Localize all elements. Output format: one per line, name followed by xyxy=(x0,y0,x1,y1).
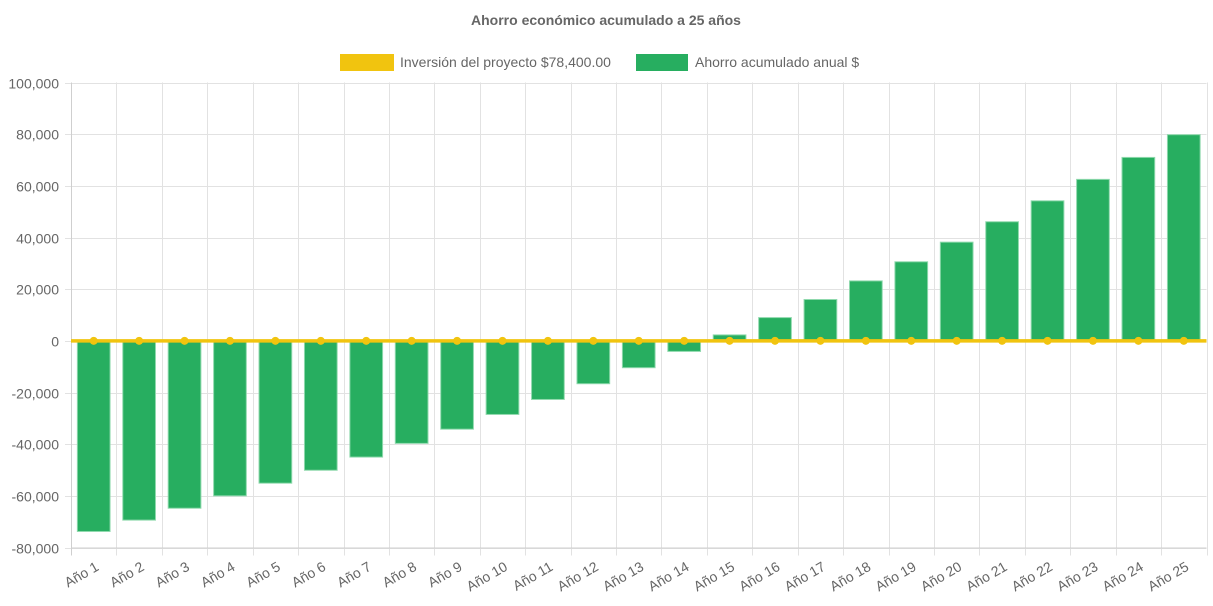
line-point-investment[interactable] xyxy=(816,336,825,345)
line-point-investment[interactable] xyxy=(543,336,552,345)
x-tick-label: Año 20 xyxy=(918,558,965,594)
x-axis-ticks: Año 1 Año 2 Año 3 Año 4 Año 5 Año 6 Año 7 Año 8… xyxy=(62,558,1192,594)
x-tick-label: Año 12 xyxy=(554,558,601,594)
line-point-investment[interactable] xyxy=(861,336,870,345)
y-tick-label: 20,000 xyxy=(16,282,59,298)
x-tick-label: Año 8 xyxy=(379,558,419,590)
x-tick-label: Año 17 xyxy=(782,558,829,594)
line-point-investment[interactable] xyxy=(1088,336,1097,345)
legend-label-savings: Ahorro acumulado anual $ xyxy=(695,54,859,70)
bar-savings[interactable] xyxy=(848,280,883,342)
legend-swatch-savings xyxy=(636,54,688,71)
y-tick-label: 100,000 xyxy=(8,76,59,92)
legend: Inversión del proyecto $78,400.00 Ahorro… xyxy=(340,54,859,71)
line-point-investment[interactable] xyxy=(907,336,916,345)
bar-savings[interactable] xyxy=(985,221,1019,342)
line-point-investment[interactable] xyxy=(952,336,961,345)
legend-item-investment[interactable]: Inversión del proyecto $78,400.00 xyxy=(340,54,611,71)
line-point-investment[interactable] xyxy=(771,336,780,345)
x-tick-label: Año 15 xyxy=(691,558,738,594)
y-tick-label: -60,000 xyxy=(12,489,60,505)
line-point-investment[interactable] xyxy=(998,336,1007,345)
x-tick-label: Año 21 xyxy=(963,558,1010,594)
bar-savings[interactable] xyxy=(1076,178,1110,342)
x-tick-label: Año 1 xyxy=(62,558,102,590)
bar-savings[interactable] xyxy=(1121,156,1156,342)
x-tick-label: Año 2 xyxy=(107,558,147,590)
x-tick-label: Año 18 xyxy=(827,558,874,594)
chart-title: Ahorro económico acumulado a 25 años xyxy=(471,12,741,28)
y-tick-label: 80,000 xyxy=(16,127,59,143)
y-tick-label: -40,000 xyxy=(12,437,60,453)
line-point-investment[interactable] xyxy=(180,336,189,345)
line-point-investment[interactable] xyxy=(225,336,234,345)
x-tick-label: Año 24 xyxy=(1099,558,1146,594)
bars-savings xyxy=(76,134,1201,532)
x-tick-label: Año 11 xyxy=(510,558,556,594)
x-tick-label: Año 10 xyxy=(464,558,511,594)
line-point-investment[interactable] xyxy=(362,336,371,345)
y-tick-label: -80,000 xyxy=(12,541,60,557)
y-tick-label: 0 xyxy=(51,334,59,350)
line-point-investment[interactable] xyxy=(634,336,643,345)
x-tick-label: Año 19 xyxy=(872,558,919,594)
y-tick-label: 60,000 xyxy=(16,179,59,195)
x-tick-label: Año 23 xyxy=(1054,558,1101,594)
bar-savings[interactable] xyxy=(394,340,429,444)
bar-savings[interactable] xyxy=(894,261,929,342)
bar-savings[interactable] xyxy=(531,340,565,400)
x-tick-label: Año 6 xyxy=(289,558,329,590)
line-point-investment[interactable] xyxy=(1179,336,1188,345)
bar-savings[interactable] xyxy=(576,340,611,385)
bar-savings[interactable] xyxy=(349,340,384,458)
line-point-investment[interactable] xyxy=(89,336,98,345)
line-point-investment[interactable] xyxy=(725,336,734,345)
bar-savings[interactable] xyxy=(213,340,247,497)
line-point-investment[interactable] xyxy=(135,336,144,345)
bar-savings[interactable] xyxy=(167,340,202,509)
bar-savings[interactable] xyxy=(1030,200,1065,342)
x-tick-label: Año 9 xyxy=(425,558,465,590)
line-point-investment[interactable] xyxy=(271,336,280,345)
line-point-investment[interactable] xyxy=(316,336,325,345)
bar-savings[interactable] xyxy=(440,340,474,430)
y-tick-label: 40,000 xyxy=(16,231,59,247)
bar-savings[interactable] xyxy=(621,340,656,369)
line-point-investment[interactable] xyxy=(1134,336,1143,345)
line-point-investment[interactable] xyxy=(589,336,598,345)
line-point-investment[interactable] xyxy=(1043,336,1052,345)
bar-savings[interactable] xyxy=(485,340,520,415)
bar-savings[interactable] xyxy=(803,299,838,342)
x-tick-label: Año 7 xyxy=(334,558,374,590)
y-axis-ticks: 100,000 80,000 60,000 40,000 20,000 0 -20,000 -… xyxy=(8,76,59,557)
x-tick-label: Año 14 xyxy=(645,558,692,594)
line-point-investment[interactable] xyxy=(407,336,416,345)
bar-savings[interactable] xyxy=(76,340,111,532)
line-investment xyxy=(71,336,1207,345)
legend-swatch-investment xyxy=(340,54,394,71)
x-tick-label: Año 3 xyxy=(152,558,192,590)
bar-savings[interactable] xyxy=(122,340,156,521)
x-tick-label: Año 5 xyxy=(243,558,283,590)
line-point-investment[interactable] xyxy=(680,336,689,345)
line-point-investment[interactable] xyxy=(498,336,507,345)
x-tick-label: Año 22 xyxy=(1009,558,1056,594)
x-tick-label: Año 16 xyxy=(736,558,783,594)
legend-item-savings[interactable]: Ahorro acumulado anual $ xyxy=(636,54,859,71)
x-tick-label: Año 13 xyxy=(600,558,647,594)
x-tick-label: Año 25 xyxy=(1145,558,1192,594)
legend-label-investment: Inversión del proyecto $78,400.00 xyxy=(400,54,611,70)
bar-savings[interactable] xyxy=(303,340,338,471)
bar-savings[interactable] xyxy=(939,241,974,342)
bar-savings[interactable] xyxy=(1166,134,1201,342)
y-tick-label: -20,000 xyxy=(12,386,60,402)
x-tick-label: Año 4 xyxy=(198,558,238,590)
line-point-investment[interactable] xyxy=(453,336,462,345)
bar-savings[interactable] xyxy=(258,340,293,484)
